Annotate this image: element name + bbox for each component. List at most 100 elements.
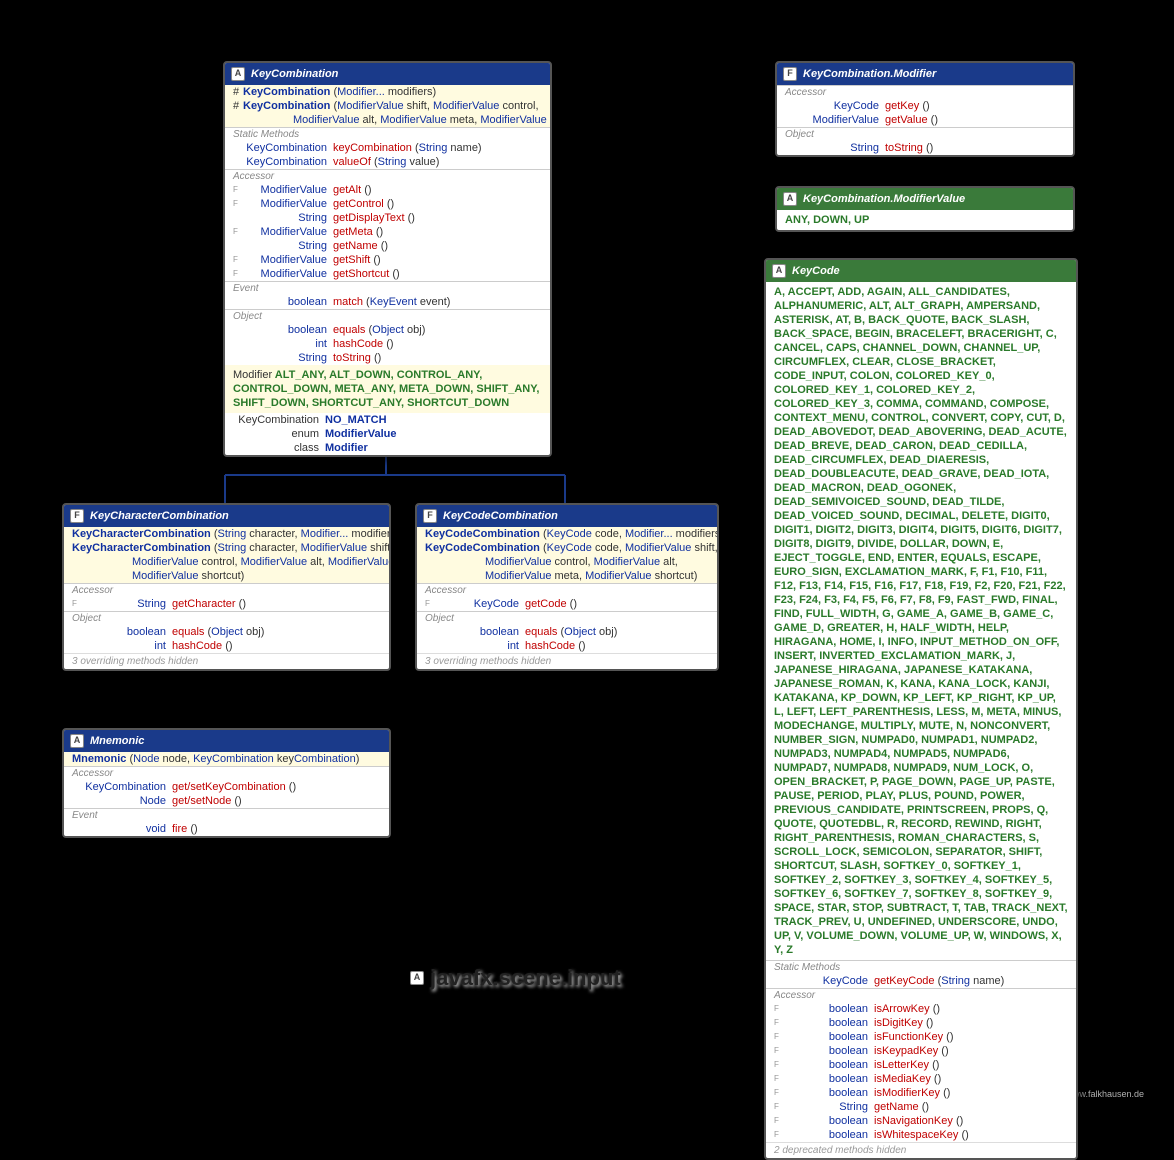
section-label: Accessor bbox=[64, 766, 389, 780]
extra-row: classModifier bbox=[225, 441, 550, 455]
package-name: javafx.scene.input bbox=[430, 965, 621, 991]
class-icon: A bbox=[70, 734, 84, 748]
section-label: Event bbox=[64, 808, 389, 822]
method-row: booleanequals (Object obj) bbox=[225, 323, 550, 337]
class-title: KeyCodeCombination bbox=[443, 510, 558, 522]
constructor-row: KeyCodeCombination (KeyCode code, Modifi… bbox=[417, 541, 717, 555]
hidden-methods-note: 3 overriding methods hidden bbox=[64, 653, 389, 669]
class-title: Mnemonic bbox=[90, 735, 144, 747]
constructor-row: KeyCodeCombination (KeyCode code, Modifi… bbox=[417, 527, 717, 541]
constructor-row: ModifierValue alt, ModifierValue meta, M… bbox=[225, 113, 550, 127]
constructor-row: #KeyCombination (Modifier... modifiers) bbox=[225, 85, 550, 99]
constructor-row: ModifierValue control, ModifierValue alt… bbox=[64, 555, 389, 569]
method-row: inthashCode () bbox=[64, 639, 389, 653]
method-row: FbooleanisKeypadKey () bbox=[766, 1044, 1076, 1058]
method-row: FModifierValuegetMeta () bbox=[225, 225, 550, 239]
hidden-methods-note: 2 deprecated methods hidden bbox=[766, 1142, 1076, 1158]
constructor-row: ModifierValue shortcut) bbox=[64, 569, 389, 583]
section-label: Object bbox=[64, 611, 389, 625]
class-header: A KeyCombination bbox=[225, 63, 550, 85]
extra-row: enumModifierValue bbox=[225, 427, 550, 441]
method-row: FbooleanisFunctionKey () bbox=[766, 1030, 1076, 1044]
modifier-constants: Modifier ALT_ANY, ALT_DOWN, CONTROL_ANY,… bbox=[225, 365, 550, 413]
section-label: Accessor bbox=[64, 583, 389, 597]
constructors-section: Mnemonic (Node node, KeyCombination keyC… bbox=[64, 752, 389, 766]
method-row: ModifierValuegetValue () bbox=[777, 113, 1073, 127]
section-label: Accessor bbox=[225, 169, 550, 183]
method-row: StringtoString () bbox=[777, 141, 1073, 155]
package-icon bbox=[410, 971, 424, 985]
class-header: A Mnemonic bbox=[64, 730, 389, 752]
method-row: FbooleanisWhitespaceKey () bbox=[766, 1128, 1076, 1142]
method-row: booleanequals (Object obj) bbox=[64, 625, 389, 639]
method-row: KeyCodegetKey () bbox=[777, 99, 1073, 113]
method-row: FbooleanisArrowKey () bbox=[766, 1002, 1076, 1016]
method-row: KeyCombinationvalueOf (String value) bbox=[225, 155, 550, 169]
diagram-canvas: javafx.scene.input www.falkhausen.de A Ke… bbox=[0, 0, 1174, 1131]
constructor-row: KeyCharacterCombination (String characte… bbox=[64, 527, 389, 541]
hidden-methods-note: 3 overriding methods hidden bbox=[417, 653, 717, 669]
class-title: KeyCode bbox=[792, 265, 840, 277]
constructor-row: Mnemonic (Node node, KeyCombination keyC… bbox=[64, 752, 389, 766]
watermark-link: www.falkhausen.de bbox=[1066, 1089, 1144, 1099]
method-row: FModifierValuegetShortcut () bbox=[225, 267, 550, 281]
class-box-KeyCode: A KeyCode A, ACCEPT, ADD, AGAIN, ALL_CANDI… bbox=[764, 258, 1078, 1160]
class-icon: A bbox=[783, 192, 797, 206]
package-title: javafx.scene.input bbox=[410, 965, 621, 991]
class-icon: A bbox=[772, 264, 786, 278]
class-box-KeyCharacterCombination: F KeyCharacterCombination KeyCharacterComb… bbox=[62, 503, 391, 671]
class-header: FKeyCombination.Modifier bbox=[777, 63, 1073, 85]
enum-constants: ANY, DOWN, UP bbox=[777, 210, 1073, 230]
class-header: A KeyCode bbox=[766, 260, 1076, 282]
class-title: KeyCharacterCombination bbox=[90, 510, 229, 522]
class-header: F KeyCodeCombination bbox=[417, 505, 717, 527]
section-label: Accessor bbox=[777, 85, 1073, 99]
constructor-row: #KeyCombination (ModifierValue shift, Mo… bbox=[225, 99, 550, 113]
method-row: voidfire () bbox=[64, 822, 389, 836]
method-row: Nodeget/setNode () bbox=[64, 794, 389, 808]
section-label: Object bbox=[417, 611, 717, 625]
method-row: inthashCode () bbox=[225, 337, 550, 351]
constructors-section: KeyCharacterCombination (String characte… bbox=[64, 527, 389, 583]
method-row: FKeyCodegetCode () bbox=[417, 597, 717, 611]
constructor-row: ModifierValue meta, ModifierValue shortc… bbox=[417, 569, 717, 583]
class-icon: F bbox=[423, 509, 437, 523]
method-row: FbooleanisMediaKey () bbox=[766, 1072, 1076, 1086]
section-label: Event bbox=[225, 281, 550, 295]
method-row: StringgetDisplayText () bbox=[225, 211, 550, 225]
method-row: FStringgetCharacter () bbox=[64, 597, 389, 611]
class-icon: A bbox=[231, 67, 245, 81]
method-row: inthashCode () bbox=[417, 639, 717, 653]
section-label: Object bbox=[225, 309, 550, 323]
method-row: FModifierValuegetShift () bbox=[225, 253, 550, 267]
method-row: KeyCodegetKeyCode (String name) bbox=[766, 974, 1076, 988]
method-row: KeyCombinationget/setKeyCombination () bbox=[64, 780, 389, 794]
section-label: Static Methods bbox=[225, 127, 550, 141]
class-icon: F bbox=[783, 67, 797, 81]
method-row: FModifierValuegetAlt () bbox=[225, 183, 550, 197]
method-row: FbooleanisModifierKey () bbox=[766, 1086, 1076, 1100]
class-title: KeyCombination.ModifierValue bbox=[803, 193, 965, 205]
section-label: Object bbox=[777, 127, 1073, 141]
class-title: KeyCombination bbox=[251, 68, 338, 80]
class-header: F KeyCharacterCombination bbox=[64, 505, 389, 527]
class-box-KeyCombinationModifierValue: A KeyCombination.ModifierValue ANY, DOWN, … bbox=[775, 186, 1075, 232]
section-label: Accessor bbox=[766, 988, 1076, 1002]
method-row: StringgetName () bbox=[225, 239, 550, 253]
section-label: Static Methods bbox=[766, 960, 1076, 974]
method-row: booleanmatch (KeyEvent event) bbox=[225, 295, 550, 309]
class-box-Mnemonic: A Mnemonic Mnemonic (Node node, KeyCombina… bbox=[62, 728, 391, 838]
constructor-row: KeyCharacterCombination (String characte… bbox=[64, 541, 389, 555]
enum-constants: A, ACCEPT, ADD, AGAIN, ALL_CANDIDATES, A… bbox=[766, 282, 1076, 960]
class-icon: F bbox=[70, 509, 84, 523]
section-label: Accessor bbox=[417, 583, 717, 597]
method-row: FbooleanisNavigationKey () bbox=[766, 1114, 1076, 1128]
method-row: StringtoString () bbox=[225, 351, 550, 365]
extra-row: KeyCombinationNO_MATCH bbox=[225, 413, 550, 427]
constructors-section: #KeyCombination (Modifier... modifiers)#… bbox=[225, 85, 550, 127]
method-row: FStringgetName () bbox=[766, 1100, 1076, 1114]
constructors-section: KeyCodeCombination (KeyCode code, Modifi… bbox=[417, 527, 717, 583]
class-box-KeyCombinationModifier: FKeyCombination.ModifierAccessorKeyCodeg… bbox=[775, 61, 1075, 157]
constructor-row: ModifierValue control, ModifierValue alt… bbox=[417, 555, 717, 569]
class-box-KeyCombination: A KeyCombination #KeyCombination (Modifier… bbox=[223, 61, 552, 457]
